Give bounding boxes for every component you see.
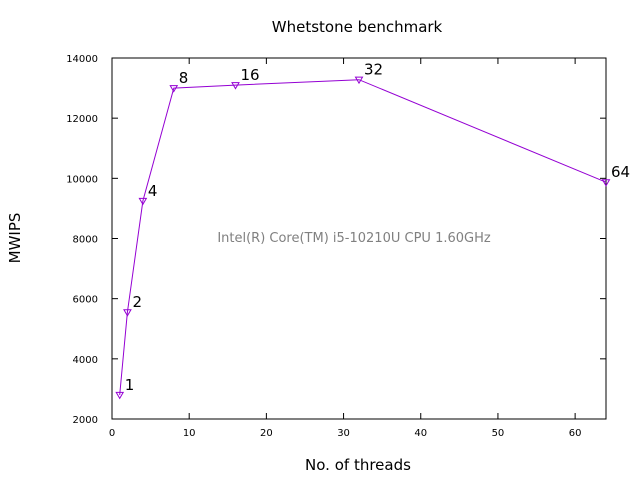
data-point-marker (601, 179, 611, 187)
x-tick-label: 50 (492, 428, 505, 439)
data-point-marker (231, 82, 240, 90)
y-tick-label: 10000 (66, 174, 98, 185)
data-point-marker (169, 85, 179, 93)
data-point-label: 64 (611, 163, 630, 181)
x-tick-label: 60 (569, 428, 582, 439)
y-tick-label: 2000 (73, 415, 98, 426)
data-point-label: 16 (241, 66, 260, 84)
y-tick-label: 8000 (73, 235, 98, 246)
chart-title: Whetstone benchmark (272, 18, 443, 36)
data-point-label: 32 (364, 61, 383, 79)
x-tick-label: 0 (109, 428, 115, 439)
x-tick-label: 40 (414, 428, 427, 439)
y-tick-label: 4000 (73, 355, 98, 366)
series-layer: 1 2 4 8 16 32 64 (115, 61, 630, 400)
series-line (119, 79, 607, 395)
y-tick-label: 12000 (66, 114, 98, 125)
x-tick-label: 20 (260, 428, 273, 439)
data-point-label: 4 (148, 182, 158, 200)
x-tick-label: 30 (337, 428, 350, 439)
data-point-marker (354, 76, 364, 85)
data-point-marker (115, 391, 125, 400)
x-axis: 0 10 20 30 40 50 60 (109, 58, 582, 439)
y-axis-label: MWIPS (6, 213, 24, 264)
x-axis-label: No. of threads (305, 456, 411, 474)
data-point-label: 8 (179, 69, 189, 87)
data-point-marker (123, 309, 132, 317)
data-point-label: 1 (125, 376, 135, 394)
data-point-marker (138, 197, 148, 206)
x-tick-label: 10 (183, 428, 196, 439)
y-tick-label: 6000 (73, 295, 98, 306)
y-tick-label: 14000 (66, 54, 98, 65)
data-point-label: 2 (132, 293, 142, 311)
cpu-annotation: Intel(R) Core(TM) i5-10210U CPU 1.60GHz (217, 231, 491, 246)
y-axis: 2000 4000 6000 8000 10000 12000 14000 (66, 54, 606, 426)
